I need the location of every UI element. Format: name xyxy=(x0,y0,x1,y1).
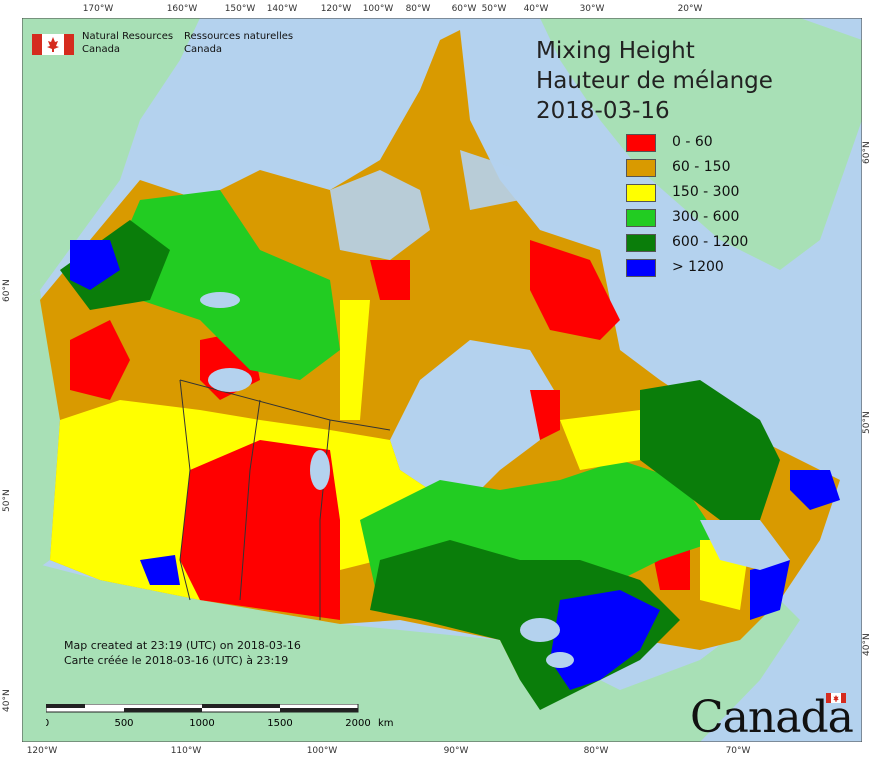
usa-landmass xyxy=(22,560,800,742)
top-tick-label: 50°W xyxy=(481,4,507,14)
zone-1200-plus xyxy=(550,590,660,690)
zone-0-60 xyxy=(530,390,560,440)
right-tick-label: 60°N xyxy=(862,141,872,164)
zone-1200-plus xyxy=(70,240,120,290)
scale-label: 0 xyxy=(46,718,49,729)
legend-swatch xyxy=(626,209,656,227)
right-tick-label: 50°N xyxy=(862,411,872,434)
zone-600-1200 xyxy=(640,380,780,520)
scale-label: 500 xyxy=(114,718,133,729)
zone-1200-plus xyxy=(750,560,790,620)
zone-0-60 xyxy=(180,440,340,620)
top-tick-label: 120°W xyxy=(320,4,352,14)
lake xyxy=(208,368,252,392)
zone-300-600 xyxy=(110,190,340,380)
gulf-st-lawrence xyxy=(700,520,790,570)
zone-1200-plus xyxy=(140,555,180,585)
legend-swatch xyxy=(626,184,656,202)
agency-name-fr-line2: Canada xyxy=(184,44,223,55)
title-english: Mixing Height xyxy=(536,38,695,64)
bottom-tick-label: 120°W xyxy=(26,746,58,756)
scale-unit: km xyxy=(378,718,394,729)
top-tick-label: 80°W xyxy=(405,4,431,14)
legend-label: 300 - 600 xyxy=(672,209,740,225)
agency-name-fr: Ressources naturelles Canada xyxy=(184,30,324,56)
scale-label: 2000 xyxy=(345,718,370,729)
legend-swatch xyxy=(626,134,656,152)
map-title: Mixing Height Hauteur de mélange 2018-03… xyxy=(536,36,773,126)
arctic-channel xyxy=(460,150,520,210)
legend-label: 60 - 150 xyxy=(672,159,731,175)
legend-swatch xyxy=(626,259,656,277)
top-tick-label: 40°W xyxy=(523,4,549,14)
top-tick-label: 160°W xyxy=(166,4,198,14)
scale-bar: 0 500 1000 1500 2000 km xyxy=(46,704,394,729)
left-tick-label: 60°N xyxy=(2,279,12,302)
top-tick-label: 100°W xyxy=(362,4,394,14)
zone-150-300 xyxy=(560,410,640,470)
agency-name-en: Natural Resources Canada xyxy=(82,30,182,56)
lake xyxy=(520,618,560,642)
credit-french: Carte créée le 2018-03-16 (UTC) à 23:19 xyxy=(64,654,289,667)
credit-english: Map created at 23:19 (UTC) on 2018-03-16 xyxy=(64,639,301,652)
bottom-tick-label: 100°W xyxy=(306,746,338,756)
agency-name-fr-line1: Ressources naturelles xyxy=(184,31,294,42)
agency-name-en-line1: Natural Resources xyxy=(82,31,174,42)
hudson-bay xyxy=(390,340,560,500)
bottom-tick-label: 70°W xyxy=(725,746,751,756)
left-tick-label: 50°N xyxy=(2,489,12,512)
zone-1200-plus xyxy=(790,470,840,510)
map-credits: Map created at 23:19 (UTC) on 2018-03-16… xyxy=(64,638,301,668)
left-tick-label: 40°N xyxy=(2,689,12,712)
right-tick-label: 40°N xyxy=(862,633,872,656)
lake xyxy=(200,292,240,308)
top-tick-label: 170°W xyxy=(82,4,114,14)
greenland xyxy=(540,18,862,270)
zone-0-60 xyxy=(370,260,410,300)
alaska-landmass xyxy=(22,18,200,300)
top-tick-label: 150°W xyxy=(224,4,256,14)
top-tick-label: 140°W xyxy=(266,4,298,14)
lake xyxy=(546,652,574,668)
legend-label: > 1200 xyxy=(672,259,724,275)
top-tick-label: 30°W xyxy=(579,4,605,14)
zone-150-300 xyxy=(340,300,370,420)
arctic-channel xyxy=(330,170,430,260)
legend-label: 150 - 300 xyxy=(672,184,740,200)
scale-label: 1500 xyxy=(267,718,292,729)
legend-swatch xyxy=(626,159,656,177)
canada-flag-icon xyxy=(32,34,74,55)
scale-label: 1000 xyxy=(189,718,214,729)
lake xyxy=(310,450,330,490)
legend-swatch xyxy=(626,234,656,252)
zone-0-60 xyxy=(70,320,130,400)
title-date: 2018-03-16 xyxy=(536,98,670,124)
title-french: Hauteur de mélange xyxy=(536,68,773,94)
legend-label: 600 - 1200 xyxy=(672,234,749,250)
top-tick-label: 60°W xyxy=(451,4,477,14)
bottom-tick-label: 90°W xyxy=(443,746,469,756)
province-boundaries xyxy=(179,379,391,620)
map-svg xyxy=(22,18,862,742)
bottom-tick-label: 80°W xyxy=(583,746,609,756)
legend-label: 0 - 60 xyxy=(672,134,713,150)
zone-0-60 xyxy=(530,240,620,340)
bottom-tick-label: 110°W xyxy=(170,746,202,756)
wordmark-flag-icon xyxy=(826,693,846,703)
top-tick-label: 20°W xyxy=(677,4,703,14)
map-canvas xyxy=(22,18,862,742)
agency-name-en-line2: Canada xyxy=(82,44,121,55)
